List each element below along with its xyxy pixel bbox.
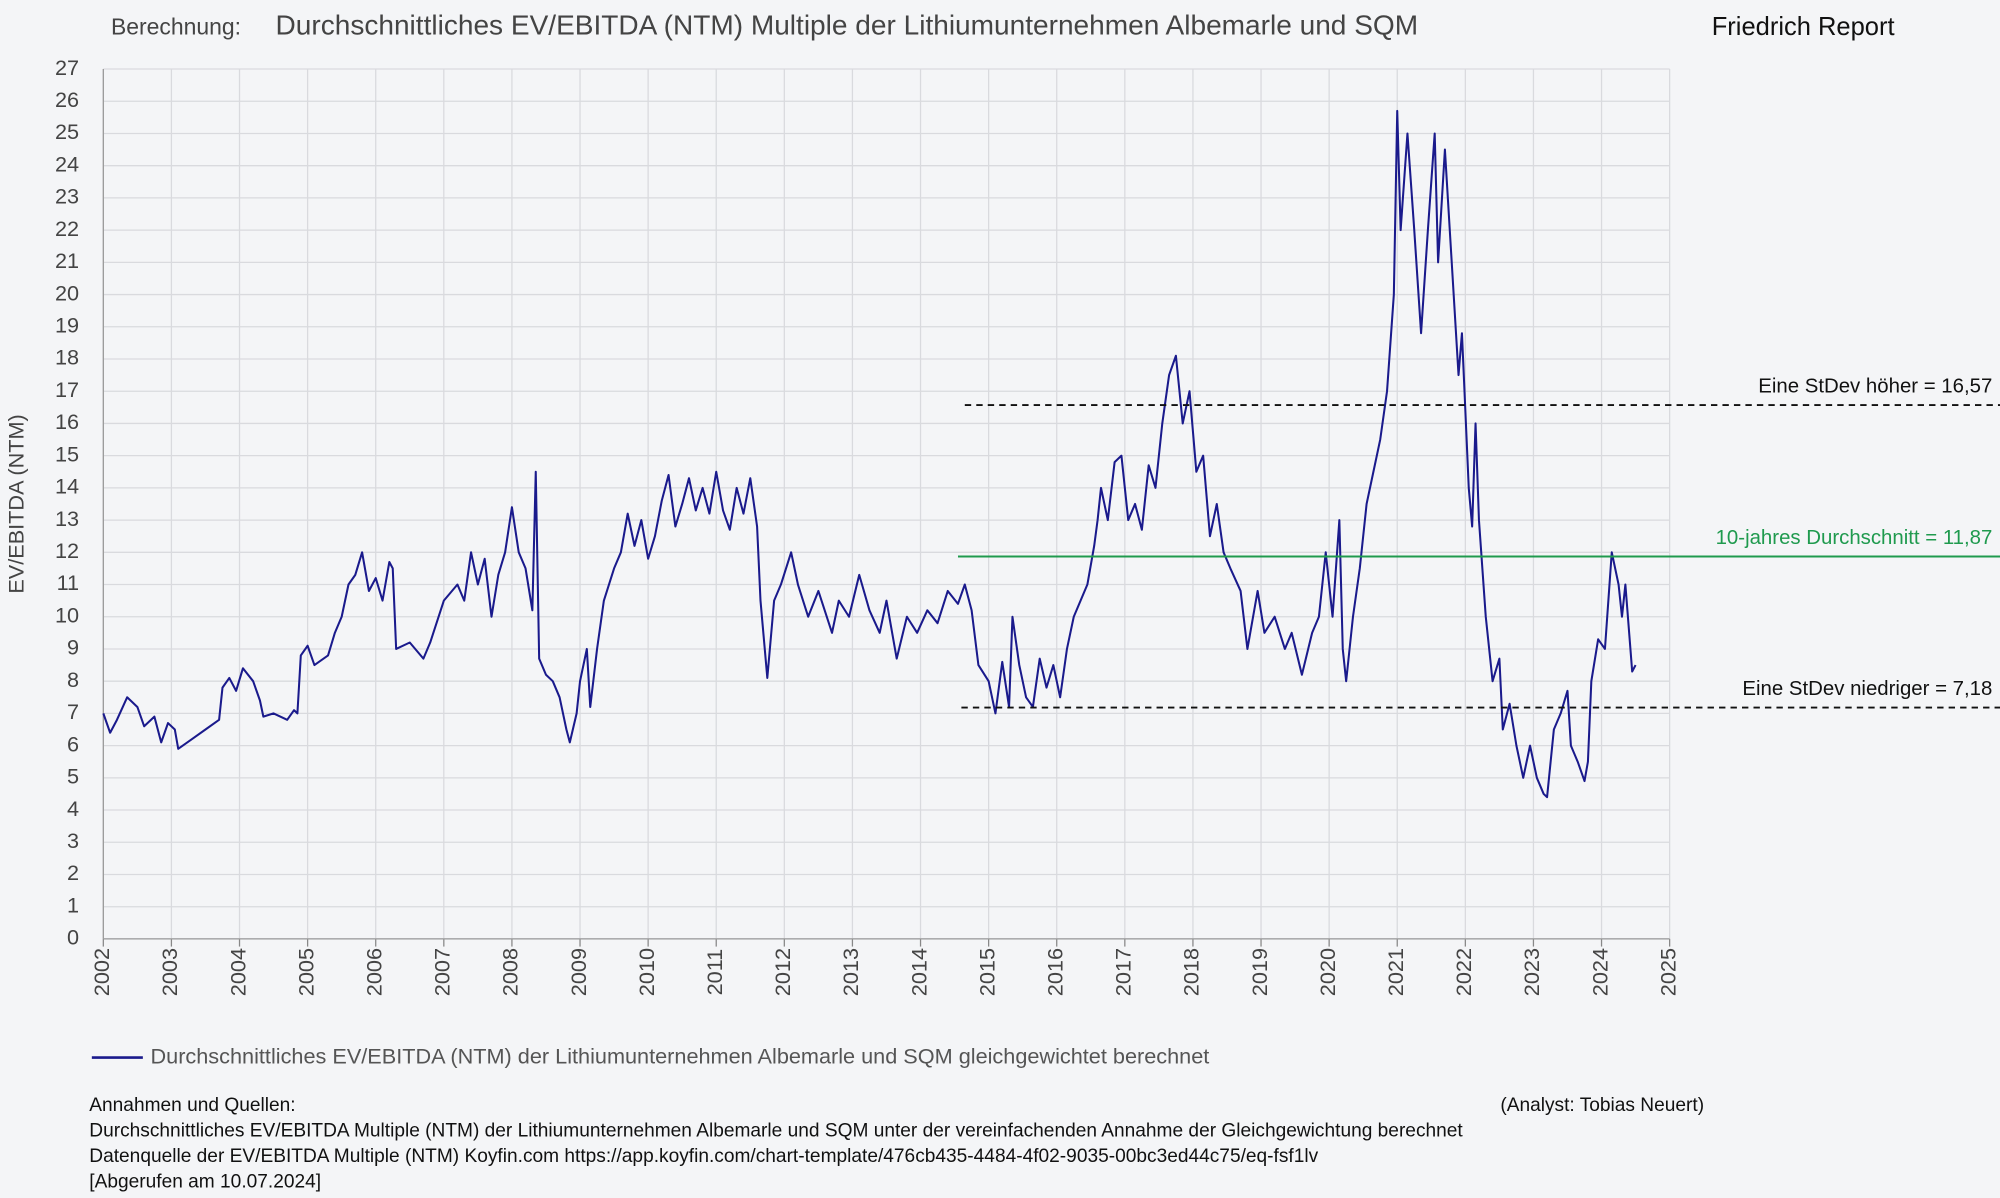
y-tick-label: 1 <box>67 892 79 917</box>
y-tick-label: 18 <box>55 345 79 370</box>
y-tick-label: 9 <box>67 635 79 660</box>
x-tick-label: 2006 <box>361 948 386 996</box>
y-tick-label: 16 <box>55 409 79 434</box>
y-tick-label: 11 <box>57 570 80 595</box>
note: Durchschnittliches EV/EBITDA Multiple (N… <box>89 1121 1463 1142</box>
reference-label: Eine StDev höher = 16,57 <box>1758 376 1992 398</box>
data-line <box>102 109 1637 799</box>
y-tick-label: 6 <box>67 731 79 756</box>
analyst: (Analyst: Tobias Neuert) <box>1500 1095 1704 1116</box>
x-tick-label: 2018 <box>1179 948 1204 996</box>
x-tick-label: 2008 <box>498 948 523 996</box>
y-tick-label: 10 <box>55 602 79 627</box>
x-tick-label: 2019 <box>1247 948 1272 996</box>
x-tick-label: 2017 <box>1111 948 1136 996</box>
x-tick-label: 2014 <box>906 948 931 996</box>
y-tick-label: 4 <box>67 796 79 821</box>
reference-label: Eine StDev niedriger = 7,18 <box>1742 678 1992 700</box>
chart-title: Durchschnittliches EV/EBITDA (NTM) Multi… <box>276 9 1419 40</box>
note: Datenquelle der EV/EBITDA Multiple (NTM)… <box>89 1146 1318 1167</box>
y-tick-label: 22 <box>55 216 79 241</box>
x-tick-label: 2024 <box>1587 948 1612 996</box>
y-tick-label: 26 <box>55 87 79 112</box>
y-tick-label: 8 <box>67 667 79 692</box>
x-tick-label: 2025 <box>1655 948 1680 996</box>
y-tick-label: 23 <box>55 184 79 209</box>
title-prefix: Berechnung: <box>111 13 241 39</box>
y-tick-label: 25 <box>55 119 79 144</box>
y-tick-label: 21 <box>55 248 79 273</box>
x-tick-label: 2007 <box>430 948 455 996</box>
y-tick-label: 5 <box>67 764 79 789</box>
x-tick-label: 2015 <box>974 948 999 996</box>
y-tick-label: 12 <box>55 538 79 563</box>
y-axis-label: EV/EBITDA (NTM) <box>4 414 29 593</box>
y-tick-label: 27 <box>55 55 79 80</box>
legend-label: Durchschnittliches EV/EBITDA (NTM) der L… <box>151 1043 1210 1068</box>
notes-heading: Annahmen und Quellen: <box>89 1095 295 1116</box>
x-tick-label: 2011 <box>702 949 727 996</box>
x-tick-label: 2005 <box>293 948 318 996</box>
y-tick-label: 20 <box>55 280 79 305</box>
y-tick-label: 0 <box>67 925 79 950</box>
y-tick-label: 17 <box>55 377 79 402</box>
y-tick-label: 13 <box>55 506 79 531</box>
x-tick-label: 2004 <box>225 948 250 996</box>
x-tick-label: 2020 <box>1315 948 1340 996</box>
y-tick-label: 7 <box>67 699 79 724</box>
y-tick-label: 14 <box>55 474 79 499</box>
brand: Friedrich Report <box>1712 13 1895 41</box>
x-tick-label: 2009 <box>566 948 591 996</box>
x-tick-label: 2010 <box>634 948 659 996</box>
reference-label: 10-jahres Durchschnitt = 11,87 <box>1716 527 1993 549</box>
note: [Abgerufen am 10.07.2024] <box>89 1172 321 1193</box>
y-tick-label: 3 <box>67 828 79 853</box>
x-tick-label: 2003 <box>157 948 182 996</box>
y-tick-label: 24 <box>55 151 79 176</box>
x-tick-label: 2012 <box>770 948 795 996</box>
x-tick-label: 2013 <box>838 948 863 996</box>
x-tick-label: 2022 <box>1451 948 1476 996</box>
x-tick-label: 2021 <box>1383 948 1408 996</box>
x-tick-label: 2002 <box>89 948 114 996</box>
x-tick-label: 2016 <box>1042 948 1067 996</box>
x-tick-label: 2023 <box>1519 948 1544 996</box>
y-tick-label: 2 <box>67 860 79 885</box>
y-tick-label: 19 <box>55 313 79 338</box>
y-tick-label: 15 <box>55 441 79 466</box>
